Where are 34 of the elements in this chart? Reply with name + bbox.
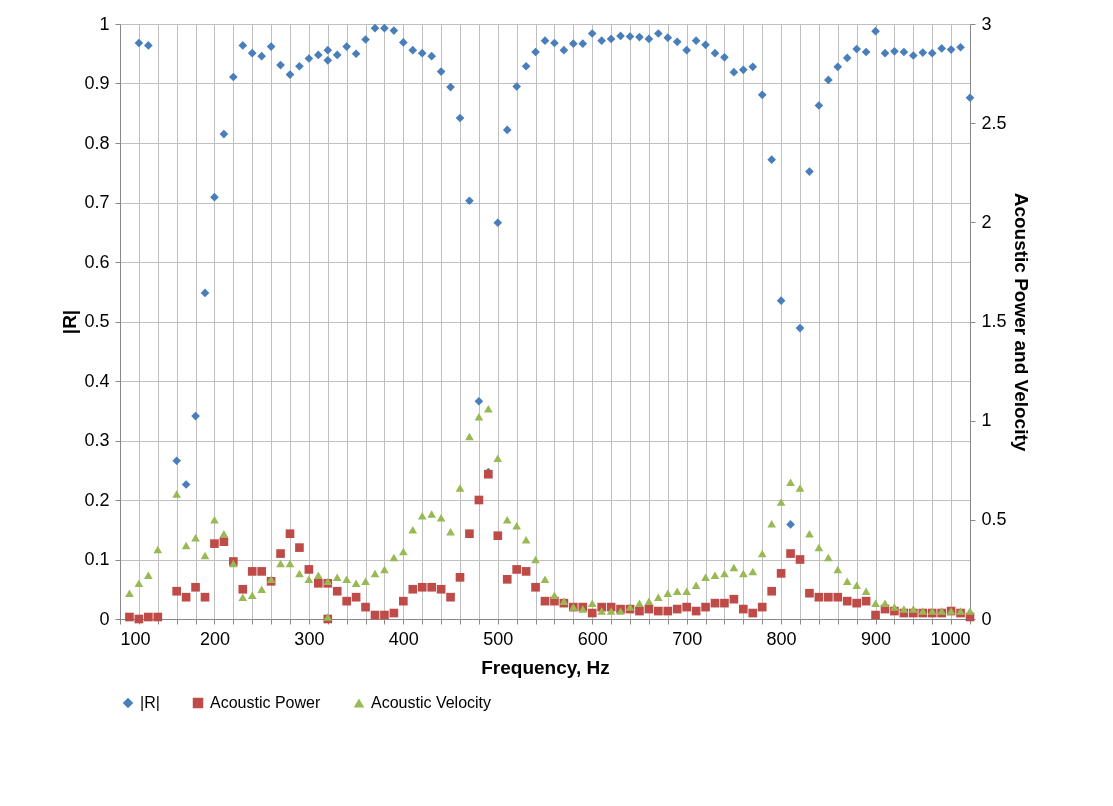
y-tick-label: 0.1 xyxy=(84,549,110,569)
y2-tick-label: 2 xyxy=(981,211,992,232)
x-tick-label: 900 xyxy=(861,628,892,649)
y-axis-title: |R| xyxy=(59,309,81,335)
y2-tick-label: 0.5 xyxy=(981,509,1007,530)
y-tick-label: 0.6 xyxy=(84,251,110,272)
legend-label: Acoustic Power xyxy=(210,694,321,711)
x-tick-label: 1000 xyxy=(930,628,971,649)
x-tick-label: 800 xyxy=(766,628,797,649)
y2-tick-label: 0 xyxy=(981,608,992,629)
y-tick-label: 0.2 xyxy=(84,489,110,510)
y-tick-label: 0.3 xyxy=(84,430,110,450)
y-tick-label: 0 xyxy=(99,608,110,629)
y-tick-label: 1 xyxy=(99,13,110,34)
x-axis-title: Frequency, Hz xyxy=(481,656,610,678)
y2-tick-label: 3 xyxy=(981,13,992,34)
y-tick-label: 0.4 xyxy=(84,370,110,391)
x-tick-label: 100 xyxy=(120,628,151,649)
x-tick-label: 200 xyxy=(199,628,230,649)
y-tick-label: 0.9 xyxy=(84,73,110,93)
y-tick-label: 0.8 xyxy=(84,132,110,153)
legend-label: |R| xyxy=(140,694,160,711)
x-tick-label: 600 xyxy=(577,628,608,649)
y2-tick-label: 2.5 xyxy=(981,112,1007,133)
legend-label: Acoustic Velocity xyxy=(371,694,492,711)
x-tick-label: 700 xyxy=(672,628,703,649)
y2-axis-title: Acoustic Power and Velocity xyxy=(1010,192,1032,452)
y-tick-label: 0.5 xyxy=(84,311,110,331)
x-tick-label: 400 xyxy=(388,628,419,649)
x-tick-label: 300 xyxy=(294,628,325,649)
y2-tick-label: 1.5 xyxy=(981,311,1007,331)
y-tick-label: 0.7 xyxy=(84,192,110,212)
y2-tick-label: 1 xyxy=(981,410,992,431)
x-tick-label: 500 xyxy=(483,628,514,649)
